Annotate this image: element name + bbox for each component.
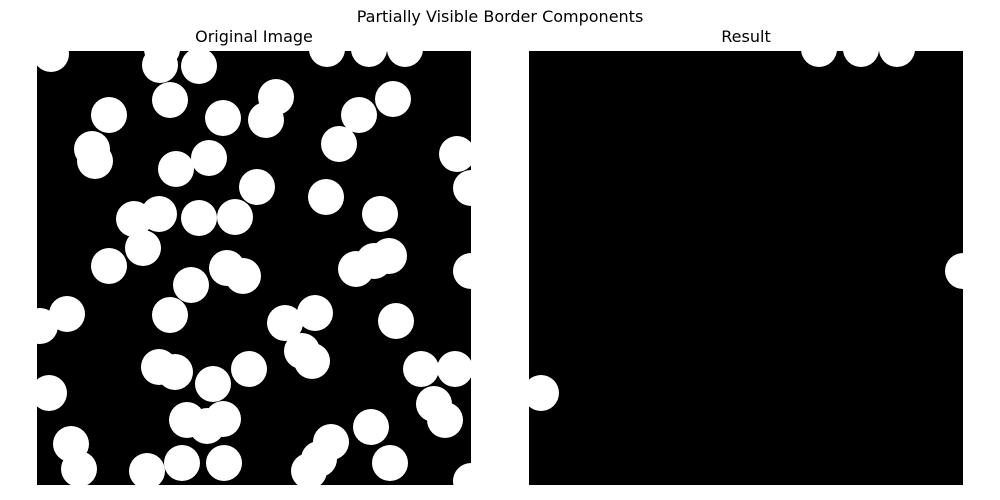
original-blob-48 [294,343,330,379]
original-blob-27 [362,196,398,232]
original-blob-12 [375,81,411,117]
original-blob-8 [91,97,127,133]
original-image [37,51,471,485]
original-blob-39 [152,297,188,333]
original-blob-41 [297,295,333,331]
original-blob-28 [125,230,161,266]
result-image [529,51,963,411]
original-blob-44 [157,354,193,390]
original-blob-6 [387,51,423,67]
original-blob-21 [239,169,275,205]
original-blob-40 [267,305,303,341]
original-blob-19 [439,136,471,172]
original-blob-18 [321,126,357,162]
original-blob-11 [248,102,284,138]
original-blob-24 [141,196,177,232]
original-blob-46 [231,351,267,387]
original-blob-13 [341,97,377,133]
original-blob-66 [291,453,327,485]
original-blob-36 [453,253,471,289]
original-blob-2 [144,51,180,67]
original-blob-20 [453,170,471,206]
original-blob-5 [351,51,387,67]
original-blob-67 [453,463,471,485]
original-blob-60 [206,445,242,481]
original-blob-65 [129,453,165,485]
result-blob-1 [843,51,879,67]
original-blob-59 [164,445,200,481]
original-blob-9 [205,100,241,136]
panel-title-original: Original Image [195,27,313,46]
original-blob-4 [309,51,345,67]
original-blob-26 [217,199,253,235]
result-blob-3 [945,253,963,289]
result-image-panel [529,51,963,485]
original-blob-51 [37,375,67,411]
original-blob-0 [37,51,69,72]
panel-title-result: Result [721,27,771,46]
original-blob-17 [191,140,227,176]
original-blob-49 [403,351,439,387]
original-blob-35 [371,238,407,274]
result-blob-2 [879,51,915,67]
original-blob-7 [152,82,188,118]
original-blob-56 [427,402,463,438]
original-blob-50 [437,351,471,387]
original-blob-16 [158,151,194,187]
original-blob-29 [91,248,127,284]
original-blob-22 [308,179,344,215]
original-blob-15 [77,143,113,179]
original-blob-54 [205,401,241,437]
original-blob-42 [378,303,414,339]
result-blob-4 [529,375,559,411]
original-blob-32 [225,258,261,294]
result-blob-0 [801,51,837,67]
original-blob-58 [61,451,97,485]
original-image-panel [37,51,471,485]
original-blob-63 [353,409,389,445]
original-blob-3 [181,51,217,84]
original-blob-25 [181,200,217,236]
original-blob-45 [195,366,231,402]
original-blob-64 [372,445,408,481]
original-blob-30 [173,267,209,303]
original-blob-38 [49,296,85,332]
figure-title: Partially Visible Border Components [356,7,644,26]
